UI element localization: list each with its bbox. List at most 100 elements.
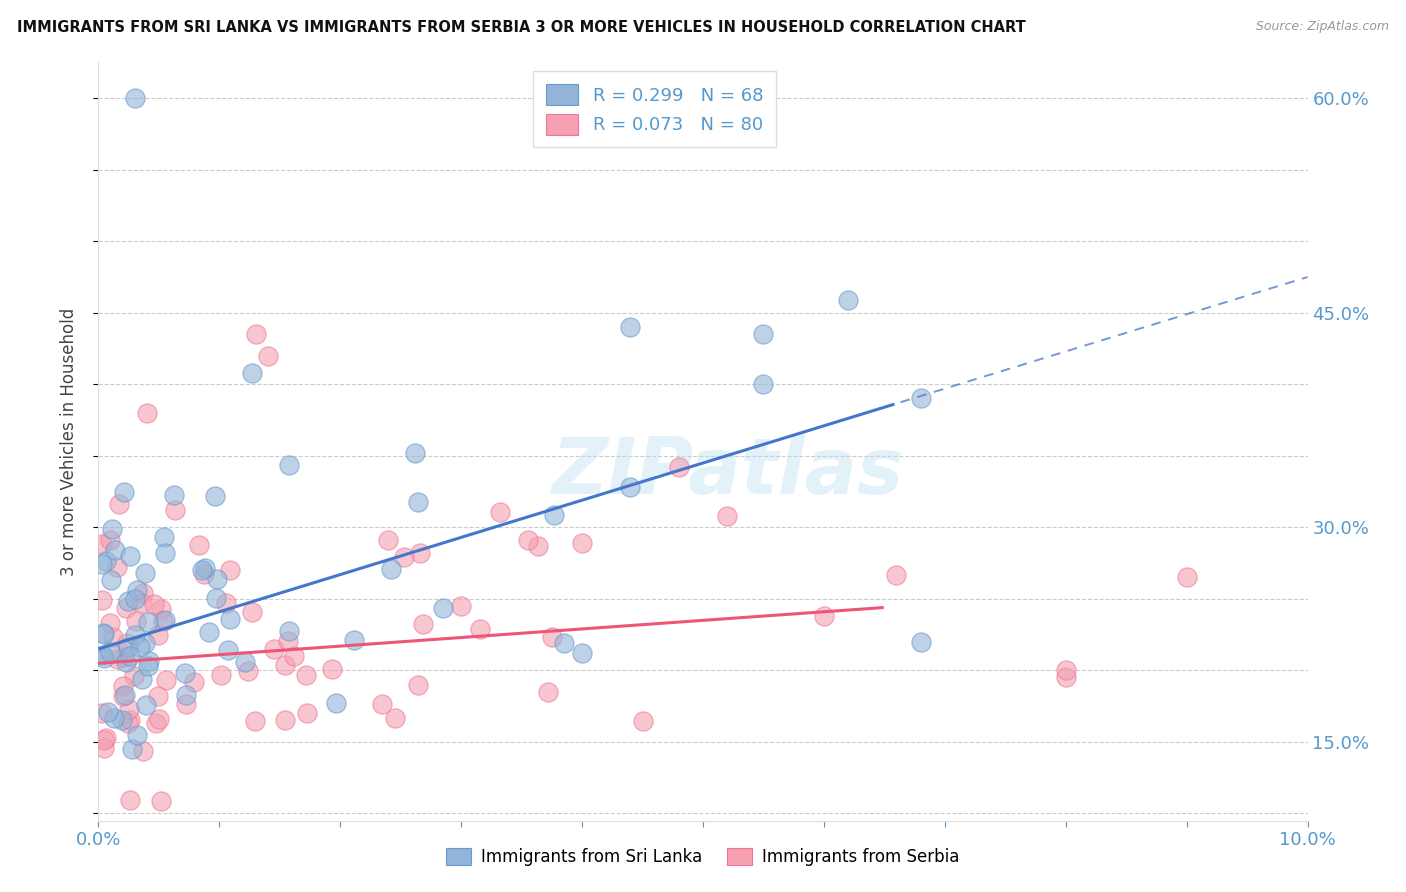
Point: [295, 668, 318, 682]
Point: [256, 349, 278, 363]
Point: [117, 716, 139, 731]
Point: [114, 688, 136, 702]
Point: [91, 537, 114, 551]
Legend: Immigrants from Sri Lanka, Immigrants from Serbia: Immigrants from Sri Lanka, Immigrants fr…: [440, 841, 966, 873]
Point: [131, 743, 153, 757]
Point: [243, 714, 266, 728]
Point: [541, 630, 564, 644]
Point: [631, 714, 654, 728]
Point: [118, 702, 141, 716]
Point: [93, 627, 115, 641]
Point: [1054, 670, 1077, 684]
Point: [91, 706, 114, 721]
Point: [138, 654, 160, 668]
Point: [277, 634, 299, 648]
Point: [619, 479, 641, 493]
Point: [321, 663, 343, 677]
Point: [910, 392, 932, 406]
Point: [278, 624, 301, 639]
Point: [516, 533, 538, 547]
Point: [138, 659, 160, 673]
Point: [104, 543, 127, 558]
Point: [148, 690, 170, 704]
Point: [136, 615, 159, 629]
Point: [217, 643, 239, 657]
Point: [111, 689, 134, 703]
Point: [191, 563, 214, 577]
Point: [283, 649, 305, 664]
Point: [124, 628, 146, 642]
Point: [134, 566, 156, 581]
Point: [194, 560, 217, 574]
Point: [111, 713, 134, 727]
Point: [115, 636, 138, 650]
Point: [131, 672, 153, 686]
Point: [153, 531, 176, 545]
Point: [205, 572, 228, 586]
Point: [209, 667, 232, 681]
Point: [432, 601, 454, 615]
Point: [886, 568, 908, 582]
Point: [910, 635, 932, 649]
Point: [103, 711, 125, 725]
Point: [392, 549, 415, 564]
Point: [145, 715, 167, 730]
Point: [143, 597, 166, 611]
Point: [408, 678, 430, 692]
Point: [114, 600, 136, 615]
Point: [91, 625, 114, 640]
Point: [98, 533, 121, 547]
Point: [183, 674, 205, 689]
Point: [489, 505, 512, 519]
Point: [111, 679, 134, 693]
Point: [120, 549, 142, 563]
Point: [105, 560, 128, 574]
Point: [93, 648, 115, 662]
Point: [537, 685, 560, 699]
Point: [162, 487, 184, 501]
Point: [219, 563, 242, 577]
Point: [571, 646, 593, 660]
Point: [121, 742, 143, 756]
Point: [245, 327, 267, 342]
Point: [101, 631, 124, 645]
Point: [112, 485, 135, 500]
Point: [153, 613, 176, 627]
Point: [198, 624, 221, 639]
Point: [146, 628, 169, 642]
Point: [120, 793, 142, 807]
Point: [124, 91, 146, 105]
Point: [1054, 664, 1077, 678]
Point: [384, 711, 406, 725]
Point: [371, 697, 394, 711]
Point: [101, 522, 124, 536]
Point: [125, 582, 148, 597]
Point: [377, 533, 399, 548]
Point: [343, 632, 366, 647]
Point: [124, 592, 146, 607]
Point: [108, 497, 131, 511]
Point: [404, 446, 426, 460]
Point: [124, 668, 146, 682]
Point: [412, 616, 434, 631]
Point: [553, 636, 575, 650]
Point: [409, 546, 432, 560]
Point: [152, 615, 174, 629]
Point: [406, 494, 429, 508]
Point: [174, 665, 197, 680]
Point: [148, 712, 170, 726]
Point: [716, 508, 738, 523]
Point: [155, 673, 177, 688]
Point: [619, 320, 641, 334]
Point: [112, 650, 135, 665]
Point: [218, 612, 240, 626]
Point: [295, 706, 318, 721]
Point: [571, 536, 593, 550]
Point: [155, 546, 177, 560]
Point: [165, 503, 187, 517]
Point: [117, 640, 139, 655]
Point: [450, 599, 472, 614]
Point: [837, 293, 859, 307]
Point: [752, 327, 775, 342]
Point: [115, 655, 138, 669]
